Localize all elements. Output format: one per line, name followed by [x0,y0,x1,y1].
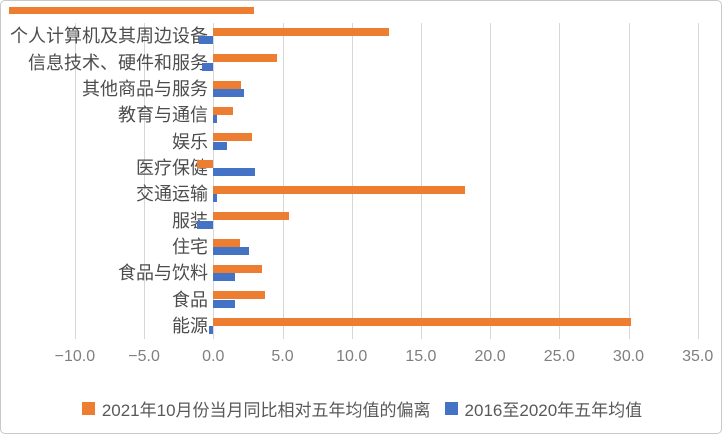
bar-average-4 [213,141,228,150]
bar-deviation-1 [213,54,277,63]
gridline-x-15 [420,23,422,339]
bar-deviation-10 [213,291,265,300]
legend-swatch-blue-icon [444,401,458,415]
bar-average-9 [213,273,236,282]
gridline-x-0 [213,23,215,339]
bar-deviation-8 [213,238,240,247]
category-label: 其他商品与服务 [82,78,208,99]
bar-deviation-11 [213,317,632,326]
x-tick-label: 10.0 [336,348,368,365]
x-tick-label: 30.0 [612,348,645,365]
category-label: 信息技术、硬件和服务 [28,52,208,73]
bar-deviation-6 [213,186,466,194]
category-label: 食品与饮料 [118,263,208,284]
gridline-x-30 [628,23,630,339]
category-label: 食品 [172,289,208,310]
bar-deviation-9 [213,265,262,273]
bar-deviation-7 [213,212,290,221]
category-label: 医疗保健 [136,157,208,178]
bar-deviation-3 [213,107,233,115]
bar-average-6 [213,194,218,203]
gridline-x-35 [697,23,699,339]
bar-average-1 [202,62,214,71]
bar-average-3 [213,115,218,124]
bar-average-11 [209,325,214,334]
category-label: 个人计算机及其周边设备 [10,26,208,47]
x-tick-label: 0.0 [202,348,225,365]
x-tick-label: 15.0 [405,348,437,365]
legend-swatch-orange-icon [81,401,95,415]
legend-label-deviation: 2021年10月份当月同比相对五年均值的偏离 [101,400,431,420]
legend-label-average: 2016至2020年五年均值 [464,400,643,420]
bar-average-5 [213,167,255,176]
legend-item-average: 2016至2020年五年均值 [444,396,643,421]
gridline-x-10 [351,23,353,339]
bar-deviation-5 [196,159,214,168]
top-decoration-bar [9,7,254,14]
legend-item-deviation: 2021年10月份当月同比相对五年均值的偏离 [81,396,431,421]
gridline-x--10 [74,23,76,339]
gridline-x-20 [490,23,492,339]
category-label: 娱乐 [172,131,208,152]
chart-legend: 2021年10月份当月同比相对五年均值的偏离 2016至2020年五年均值 [1,393,721,423]
bar-average-10 [213,299,236,308]
bar-average-8 [213,246,250,255]
gridline-x--5 [144,23,146,339]
bar-deviation-4 [213,133,253,142]
category-label: 能源 [172,315,208,336]
x-tick-label: −10.0 [54,348,96,365]
bar-average-2 [213,88,244,97]
x-tick-label: 35.0 [682,348,714,365]
x-tick-label: −5.0 [128,348,160,365]
category-label: 交通运输 [136,184,208,205]
category-label: 住宅 [172,236,208,257]
gridline-x-25 [559,23,561,339]
x-tick-label: 25.0 [543,348,575,365]
bar-average-0 [199,36,214,45]
x-tick-label: 20.0 [474,348,506,365]
gridline-x-5 [282,23,284,339]
bar-deviation-0 [213,28,390,36]
bar-average-7 [196,220,214,229]
bar-deviation-2 [213,80,241,89]
category-label: 教育与通信 [118,105,208,126]
x-tick-label: 5.0 [271,348,294,365]
